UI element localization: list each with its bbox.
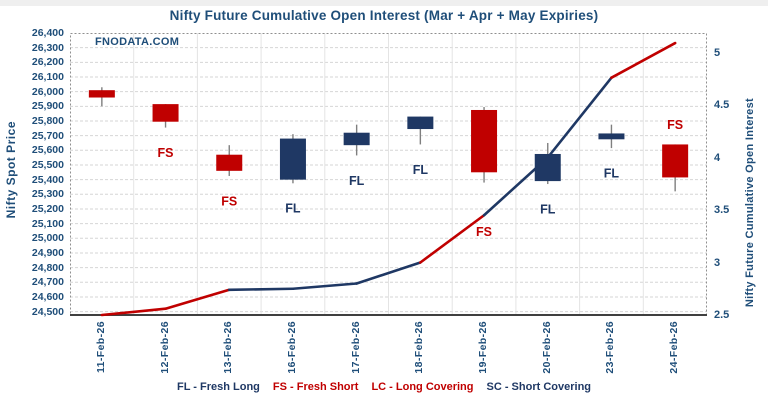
right-axis-tick: 3.5	[714, 204, 730, 216]
left-axis-tick: 24,500	[31, 305, 64, 318]
candle-body	[471, 109, 498, 173]
x-axis-label: 18-Feb-26	[413, 321, 426, 374]
candle-label: FL	[413, 163, 429, 177]
left-axis-tick: 25,700	[31, 129, 64, 142]
left-axis-tick: 25,800	[31, 114, 64, 127]
candle-label: FL	[285, 202, 301, 216]
candle-body	[279, 138, 306, 180]
right-axis-tick: 5	[714, 46, 721, 59]
window-edge	[0, 0, 768, 6]
legend: FL - Fresh Long FS - Fresh Short LC - Long…	[0, 381, 768, 393]
left-axis-tick: 26,400	[31, 27, 64, 39]
candle-label: FS	[667, 118, 683, 132]
left-axis-tick: 25,400	[31, 173, 64, 186]
chart-title: Nifty Future Cumulative Open Interest (M…	[169, 8, 599, 23]
right-axis-tick: 4.5	[714, 99, 730, 111]
left-axis-tick: 24,900	[31, 246, 64, 259]
x-axis-label: 20-Feb-26	[540, 321, 553, 374]
left-axis-tick: 25,900	[31, 100, 64, 113]
left-axis-tick: 24,700	[31, 276, 64, 289]
x-axis-label: 12-Feb-26	[158, 321, 171, 374]
legend-item: SC - Short Covering	[486, 381, 592, 393]
legend-item: LC - Long Covering	[371, 381, 474, 393]
candle-label: FL	[540, 202, 556, 216]
left-axis-tick: 25,500	[31, 158, 64, 171]
x-axis-label: 16-Feb-26	[285, 321, 298, 374]
x-axis-label: 19-Feb-26	[477, 321, 490, 374]
left-axis-tick: 26,100	[31, 70, 64, 83]
candlestick-line-chart: FS FS FL FL FL FS FL FL FS	[70, 33, 707, 317]
oi-line-segment	[610, 41, 677, 80]
left-axis-tick: 26,200	[31, 56, 64, 69]
oi-line-segment	[355, 261, 422, 285]
candle-label: FS	[476, 225, 492, 239]
plot-area: FS FS FL FL FL FS FL FL FS FNODATA.COM	[70, 33, 707, 317]
oi-line-segment	[546, 76, 613, 159]
x-axis-label: 17-Feb-26	[349, 321, 362, 374]
candle-body	[88, 90, 115, 98]
right-axis-tick: 3	[714, 256, 721, 269]
right-axis-tick: 4	[714, 151, 721, 164]
candle-body	[598, 133, 625, 140]
x-axis-label: 11-Feb-26	[94, 321, 107, 374]
candle-label: FL	[349, 174, 365, 188]
left-axis-tick: 26,300	[31, 41, 64, 54]
candle-body	[152, 104, 179, 122]
left-axis-tick: 25,600	[31, 144, 64, 157]
legend-item: FL - Fresh Long	[176, 381, 260, 393]
right-axis-title: Nifty Future Cumulative Open Interest	[744, 98, 756, 308]
left-axis-tick: 24,600	[31, 290, 64, 303]
left-axis-tick: 25,000	[31, 232, 64, 245]
candle-body	[662, 144, 689, 178]
legend-item: FS - Fresh Short	[272, 381, 359, 393]
x-axis-label: 13-Feb-26	[222, 321, 235, 374]
candle-label: FL	[604, 166, 620, 180]
candle-body	[343, 132, 370, 146]
left-axis-tick: 25,300	[31, 188, 64, 201]
candle-body	[216, 154, 243, 171]
left-axis-tick: 24,800	[31, 261, 64, 274]
left-axis-tick: 26,000	[31, 85, 64, 98]
oi-line-segment	[227, 287, 295, 292]
oi-line-segment	[419, 213, 486, 264]
candle-label: FS	[158, 146, 174, 160]
oi-line-segment	[164, 288, 231, 311]
x-axis-label: 23-Feb-26	[604, 321, 617, 374]
candle-label: FS	[221, 194, 237, 208]
watermark: FNODATA.COM	[95, 36, 180, 48]
candle-body	[534, 153, 561, 182]
candle-body	[407, 116, 434, 130]
oi-line-segment	[100, 307, 167, 317]
left-axis-tick: 25,100	[31, 217, 64, 230]
x-axis-label: 24-Feb-26	[668, 321, 681, 374]
left-axis-tick: 25,200	[31, 202, 64, 215]
oi-line-segment	[291, 282, 358, 291]
right-axis-tick: 2.5	[714, 309, 730, 321]
